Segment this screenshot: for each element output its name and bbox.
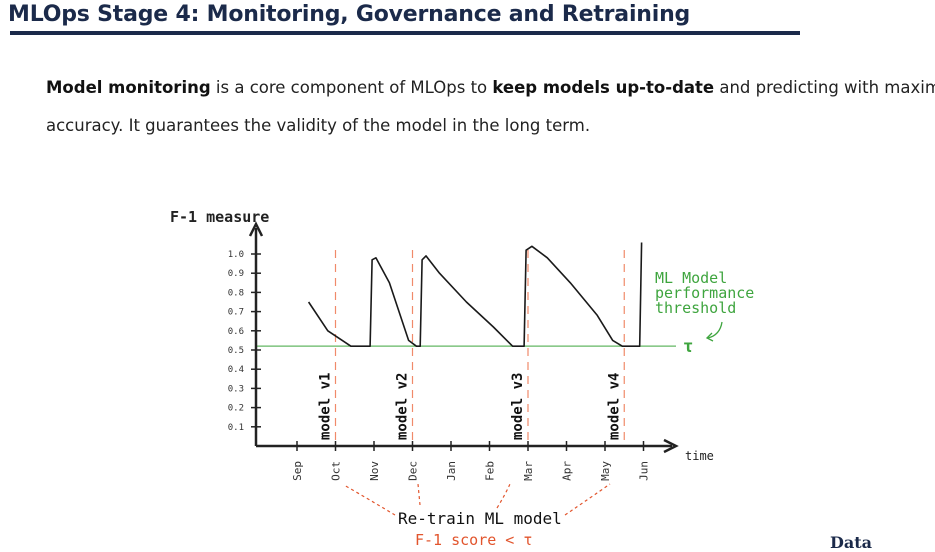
retrain-label: Re-train ML model <box>398 509 562 528</box>
retrain-condition: F-1 score < τ <box>415 531 532 549</box>
y-tick-label: 1.0 <box>228 250 244 260</box>
y-tick-label: 0.5 <box>228 346 244 356</box>
threshold-symbol: τ <box>683 337 693 357</box>
arrow-to-dec <box>417 483 421 506</box>
title-underline <box>10 31 800 35</box>
x-tick-label: Nov <box>368 461 381 481</box>
arrow-to-mar <box>496 483 511 509</box>
intro-paragraph-line-2: accuracy. It guarantees the validity of … <box>46 116 591 135</box>
y-tick-label: 0.8 <box>228 288 244 298</box>
threshold-arrowhead <box>705 332 714 342</box>
text-core-component: is a core component of MLOps to <box>210 78 493 97</box>
x-axis-arrow <box>663 438 679 454</box>
x-tick-label: Mar <box>522 461 535 481</box>
x-tick-label: Jun <box>638 461 651 481</box>
y-tick-label: 0.6 <box>228 327 244 337</box>
threshold-label-arrow <box>707 321 723 339</box>
x-axis-label: time <box>685 449 714 463</box>
threshold-label-line: threshold <box>655 299 736 317</box>
y-tick-label: 0.2 <box>228 404 244 414</box>
x-tick-label: Dec <box>407 461 420 481</box>
x-tick-label: Sep <box>291 461 304 481</box>
y-tick-label: 0.4 <box>228 365 244 375</box>
model-version-label: model v4 <box>606 373 622 440</box>
y-tick-label: 0.3 <box>228 384 244 394</box>
threshold-label-line: performance <box>655 284 754 302</box>
y-axis-arrow <box>248 221 264 237</box>
f1-series-line <box>307 242 643 348</box>
bold-keep-models: keep models up-to-date <box>492 78 715 97</box>
model-version-label: model v1 <box>318 373 334 440</box>
x-tick-label: Apr <box>561 461 574 481</box>
x-tick-label: Feb <box>484 461 497 481</box>
arrow-to-oct <box>343 484 396 516</box>
slide-title: MLOps Stage 4: Monitoring, Governance an… <box>8 2 691 27</box>
text-predicting: and predicting with maximum <box>719 78 935 97</box>
brand-logo: Data <box>830 533 872 552</box>
intro-paragraph-line-1: Model monitoring is a core component of … <box>46 78 935 97</box>
threshold-label-line: ML Model <box>655 269 727 287</box>
arrow-to-may <box>564 483 611 516</box>
y-tick-label: 0.1 <box>228 423 244 433</box>
x-tick-label: Oct <box>330 461 343 481</box>
y-tick-label: 0.9 <box>228 269 244 279</box>
y-tick-label: 0.7 <box>228 308 244 318</box>
x-tick-label: May <box>599 461 612 481</box>
bold-model-monitoring: Model monitoring <box>46 78 211 97</box>
model-version-label: model v3 <box>510 373 526 440</box>
y-axis-label: F-1 measure <box>170 208 269 226</box>
model-version-label: model v2 <box>395 373 411 440</box>
x-tick-label: Jan <box>445 461 458 481</box>
